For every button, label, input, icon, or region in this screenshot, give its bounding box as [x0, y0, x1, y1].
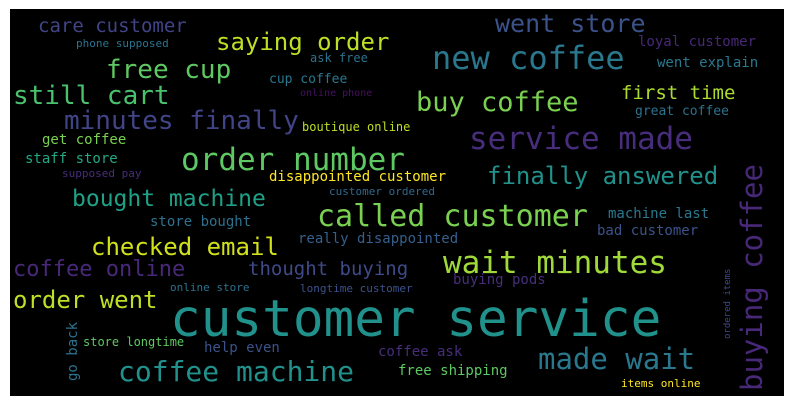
word-boutique-online: boutique online [302, 120, 411, 134]
word-customer-ordered: customer ordered [329, 185, 435, 198]
word-machine-last: machine last [608, 206, 710, 222]
word-customer-service: customer service [170, 290, 662, 349]
word-ordered-items: ordered items [723, 268, 733, 339]
word-items-online: items online [621, 377, 701, 390]
word-buy-coffee: buy coffee [416, 87, 579, 118]
word-made-wait: made wait [538, 342, 696, 376]
word-really-disappointed: really disappointed [298, 231, 459, 247]
word-loyal-customer: loyal customer [638, 34, 757, 50]
word-store-bought: store bought [150, 214, 252, 230]
word-staff-store: staff store [25, 151, 118, 167]
word-new-coffee: new coffee [432, 39, 625, 77]
word-online-store: online store [170, 281, 250, 294]
word-still-cart: still cart [13, 81, 170, 111]
word-service-made: service made [469, 121, 693, 157]
word-get-coffee: get coffee [42, 132, 127, 148]
word-online-phone: online phone [300, 88, 373, 99]
word-thought-buying: thought buying [248, 258, 409, 280]
word-bought-machine: bought machine [72, 186, 266, 212]
word-coffee-ask: coffee ask [378, 344, 463, 360]
word-store-longtime: store longtime [83, 335, 185, 349]
word-went-store: went store [495, 9, 646, 38]
word-supposed-pay: supposed pay [62, 167, 142, 180]
word-coffee-machine: coffee machine [118, 355, 355, 388]
word-care-customer: care customer [38, 15, 187, 37]
word-go-back: go back [65, 321, 81, 381]
word-order-number: order number [181, 142, 405, 178]
word-cup-coffee: cup coffee [269, 72, 348, 87]
word-bad-customer: bad customer [597, 223, 699, 239]
word-disappointed-customer: disappointed customer [269, 169, 447, 185]
word-longtime-customer: longtime customer [300, 282, 413, 295]
word-saying-order: saying order [216, 28, 390, 56]
word-checked-email: checked email [91, 233, 279, 261]
word-finally-answered: finally answered [487, 162, 719, 190]
word-coffee-online: coffee online [13, 257, 186, 282]
word-wait-minutes: wait minutes [443, 245, 667, 281]
word-buying-pods: buying pods [453, 272, 546, 288]
word-ask-free: ask free [310, 51, 368, 65]
word-help-even: help even [204, 340, 280, 356]
word-minutes-finally: minutes finally [64, 106, 299, 136]
word-phone-supposed: phone supposed [76, 37, 169, 50]
word-cloud: customer service went store care custome… [10, 9, 784, 396]
word-great-coffee: great coffee [635, 104, 729, 119]
word-order-went: order went [13, 286, 158, 314]
word-first-time: first time [621, 82, 736, 104]
word-free-shipping: free shipping [398, 363, 508, 379]
word-called-customer: called customer [317, 199, 588, 234]
word-buying-coffee: buying coffee [735, 164, 769, 391]
word-free-cup: free cup [106, 55, 232, 85]
word-went-explain: went explain [657, 55, 759, 71]
